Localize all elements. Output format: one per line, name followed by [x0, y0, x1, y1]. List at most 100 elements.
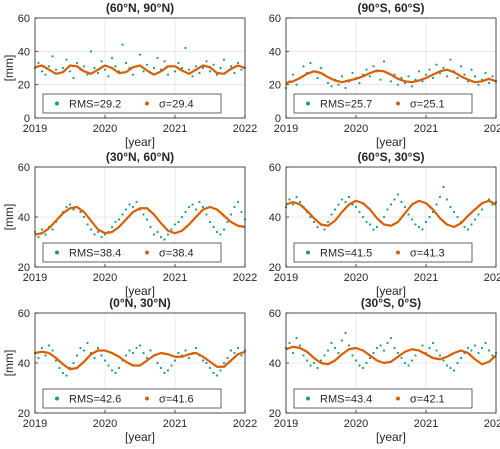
rms-data-point — [184, 210, 187, 214]
rms-data-point — [47, 344, 51, 347]
rms-data-point — [438, 195, 442, 199]
legend-box — [293, 93, 473, 114]
rms-data-point — [233, 351, 236, 355]
rms-data-point — [386, 208, 389, 211]
x-tick-label: 2020 — [344, 272, 368, 284]
x-tick-label: 2020 — [344, 123, 368, 135]
rms-data-point — [466, 228, 470, 231]
rms-data-point — [358, 81, 361, 85]
rms-data-point — [229, 349, 233, 352]
legend-rms-label: RMS=42.6 — [69, 394, 121, 406]
rms-data-point — [403, 361, 407, 365]
rms-data-point — [194, 346, 198, 350]
rms-data-point — [323, 228, 326, 231]
rms-data-point — [187, 68, 191, 71]
x-tick-label: 2021 — [163, 418, 187, 430]
x-axis-label: [year] — [376, 430, 406, 444]
chart-panel-4: 2019 2020 2021 2022 20 40 60 (60°S, 30°S) [year]… — [269, 150, 500, 298]
rms-data-point — [361, 366, 365, 370]
rms-data-point — [173, 223, 177, 226]
rms-data-point — [86, 223, 89, 226]
x-tick-label: 2021 — [414, 418, 438, 430]
x-tick-label: 2022 — [484, 272, 500, 284]
rms-data-point — [236, 200, 240, 204]
rms-data-point — [166, 369, 170, 372]
rms-data-point — [295, 195, 298, 199]
rms-data-point — [100, 235, 103, 239]
rms-data-point — [302, 354, 305, 357]
y-tick-label: 20 — [18, 262, 30, 274]
rms-data-point — [72, 361, 75, 365]
rms-data-point — [407, 364, 410, 367]
chart-panel-3: 2019 2020 2021 2022 20 40 60 (30°N, 60°N) [year]… — [2, 150, 257, 298]
rms-data-point — [107, 75, 110, 78]
rms-data-point — [445, 198, 449, 201]
rms-data-point — [379, 344, 382, 347]
rms-data-point — [470, 223, 473, 226]
rms-data-point — [463, 225, 466, 229]
rms-data-point — [156, 361, 159, 365]
rms-data-point — [372, 228, 375, 231]
rms-data-point — [291, 351, 295, 355]
rms-data-point — [166, 233, 170, 236]
rms-data-point — [170, 228, 173, 231]
y-tick-label: 20 — [18, 408, 30, 420]
rms-data-point — [219, 369, 222, 372]
sigma-line — [34, 349, 246, 371]
rms-data-point — [330, 213, 333, 216]
rms-data-point — [138, 53, 142, 56]
rms-data-point — [288, 198, 291, 201]
legend-rms-marker — [306, 101, 310, 106]
y-tick-label: 20 — [18, 80, 30, 92]
rms-data-point — [219, 66, 222, 70]
rms-data-point — [177, 220, 180, 224]
rms-data-point — [124, 208, 128, 211]
rms-data-point — [240, 354, 243, 357]
rms-data-point — [368, 223, 372, 226]
rms-data-point — [456, 361, 459, 365]
rms-data-point — [114, 220, 117, 224]
x-tick-label: 2021 — [414, 272, 438, 284]
y-tick-label: 0 — [275, 113, 281, 125]
rms-data-point — [93, 233, 96, 236]
rms-data-point — [135, 346, 138, 350]
rms-data-point — [128, 349, 131, 352]
rms-data-point — [393, 346, 396, 350]
rms-data-point — [295, 83, 298, 86]
rms-data-point — [89, 228, 93, 231]
rms-data-point — [291, 73, 295, 76]
y-tick-label: 60 — [18, 308, 30, 320]
rms-data-point — [61, 371, 65, 375]
rms-data-point — [449, 205, 452, 209]
rms-data-point — [233, 205, 236, 209]
rms-data-point — [382, 349, 386, 352]
rms-data-point — [229, 65, 233, 68]
sigma-line — [34, 205, 246, 236]
rms-data-point — [358, 210, 361, 214]
rms-data-point — [159, 235, 163, 239]
rms-data-point — [400, 200, 403, 204]
rms-data-point — [333, 346, 337, 350]
rms-data-point — [187, 205, 191, 209]
rms-data-point — [487, 349, 491, 352]
rms-data-point — [103, 68, 107, 71]
rms-data-point — [340, 198, 344, 201]
rms-data-point — [428, 346, 431, 350]
rms-data-point — [205, 361, 208, 365]
rms-data-point — [240, 68, 243, 71]
rms-data-point — [184, 349, 187, 352]
rms-data-point — [37, 235, 40, 239]
rms-data-point — [201, 359, 205, 362]
rms-data-point — [386, 341, 389, 345]
x-tick-label: 2022 — [484, 123, 500, 135]
rms-data-point — [58, 366, 61, 370]
rms-data-point — [295, 336, 298, 340]
rms-data-point — [177, 61, 180, 65]
rms-data-point — [438, 354, 442, 357]
rms-data-point — [365, 220, 368, 224]
rms-data-point — [354, 359, 358, 362]
rms-data-point — [212, 63, 215, 66]
rms-data-point — [96, 71, 100, 75]
legend-rms-label: RMS=41.5 — [320, 248, 372, 260]
rms-data-point — [372, 351, 375, 355]
